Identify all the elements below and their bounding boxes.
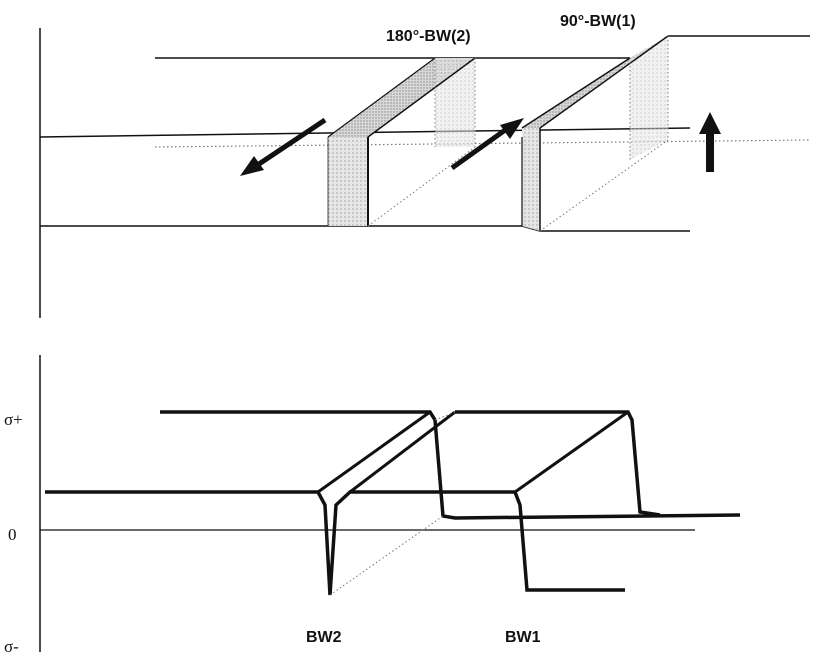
wall-90-front-face — [522, 128, 540, 231]
wall-90-edge-2 — [539, 35, 669, 129]
wall-180-bw2 — [327, 57, 476, 227]
profile-hidden-1 — [329, 515, 444, 596]
profile-edge-1 — [317, 410, 431, 494]
y-label-sigma-plus: σ+ — [4, 410, 23, 429]
wall-label-90-bw1: 90°-BW(1) — [560, 13, 636, 30]
slab-mid-dashed-line — [154, 139, 811, 148]
arrow-right-up — [450, 118, 524, 171]
wall-90-edge-1 — [521, 57, 631, 129]
wall-label-180-bw2: 180°-BW(2) — [386, 28, 471, 45]
profile-edge-2 — [349, 410, 456, 494]
wall-180-front-face — [328, 137, 368, 226]
wall-90-bw1 — [521, 35, 669, 232]
y-label-zero: 0 — [8, 525, 17, 544]
wall-180-hidden-3 — [367, 146, 476, 227]
bottom-diagram: σ+ 0 σ- BW2 BW1 — [4, 355, 741, 656]
wall-180-edge-2 — [367, 57, 476, 138]
y-label-sigma-minus: σ- — [4, 637, 19, 656]
wall-90-hidden-3 — [539, 139, 669, 232]
arrow-left-down — [240, 117, 327, 176]
arrow-up — [699, 112, 721, 172]
stress-profile-back — [160, 410, 741, 520]
profile-edge-3 — [514, 410, 629, 494]
wall-label-bw1: BW1 — [505, 629, 541, 646]
wall-90-back-face — [630, 36, 668, 160]
stress-profile-front — [45, 490, 625, 596]
top-diagram: 180°-BW(2) 90°-BW(1) — [39, 13, 811, 318]
stress-profile-mid — [455, 410, 661, 517]
wall-label-bw2: BW2 — [306, 629, 342, 646]
wall-180-edge-1 — [327, 57, 436, 138]
wall-180-back-face — [435, 58, 475, 147]
